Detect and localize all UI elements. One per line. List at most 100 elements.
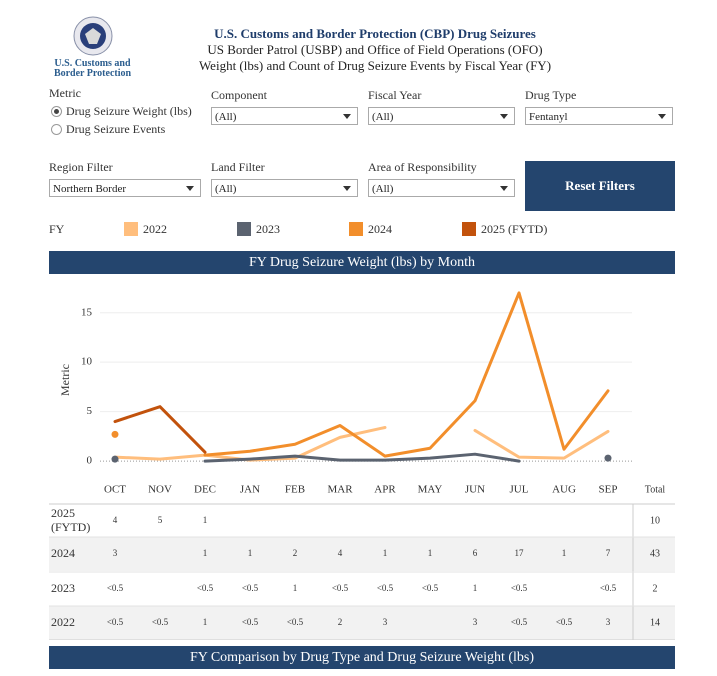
row-label-line: (FYTD): [51, 520, 90, 534]
x-tick-label: AUG: [552, 484, 576, 496]
option-text: Drug Seizure Events: [66, 122, 166, 136]
table-cell: 2: [293, 548, 298, 558]
table-cell: 5: [158, 515, 163, 525]
radio-option[interactable]: Drug Seizure Events: [51, 122, 165, 137]
table-cell: 1: [428, 548, 433, 558]
row-label-line: 2025: [51, 506, 75, 520]
point: [111, 430, 119, 438]
table-cell: 2: [338, 617, 343, 627]
dropdown[interactable]: (All): [211, 107, 358, 125]
dropdown[interactable]: (All): [368, 179, 515, 197]
table-cell: 3: [113, 548, 118, 558]
x-tick-label: MAR: [327, 484, 353, 496]
table-cell: 7: [606, 548, 611, 558]
line: [203, 291, 610, 458]
x-tick-label: JUL: [510, 484, 529, 496]
table-cell: 17: [515, 548, 525, 558]
table-total: 43: [650, 548, 660, 559]
legend-label: 2024: [368, 222, 392, 236]
table-cell: <0.5: [511, 583, 528, 593]
y-tick-label: 5: [87, 405, 93, 417]
section-header: FY Drug Seizure Weight (lbs) by Month: [49, 251, 675, 274]
table-total: 2: [653, 583, 658, 594]
dropdown[interactable]: (All): [211, 179, 358, 197]
table-cell: 3: [473, 617, 478, 627]
x-tick-label: JAN: [240, 484, 260, 496]
row-label: 2024: [51, 546, 75, 560]
table-cell: 3: [383, 617, 388, 627]
logo-text: U.S. Customs and Border Protection: [53, 58, 132, 79]
table-cell: 1: [203, 548, 208, 558]
table-cell: 3: [606, 617, 611, 627]
table-cell: <0.5: [152, 617, 169, 627]
legend-title: FY: [49, 222, 65, 236]
row-band: [49, 606, 675, 640]
line: [113, 405, 207, 454]
table-cell: 1: [248, 548, 253, 558]
table-cell: <0.5: [377, 583, 394, 593]
legend-label: 2023: [256, 222, 280, 236]
line: [203, 452, 521, 463]
x-tick-label: NOV: [148, 484, 172, 496]
row-band: [49, 537, 675, 571]
table-cell: <0.5: [242, 583, 259, 593]
legend-swatch: [349, 222, 363, 236]
legend-swatch: [462, 222, 476, 236]
table-cell: <0.5: [332, 583, 349, 593]
table-header: Total: [645, 484, 666, 495]
x-tick-label: SEP: [599, 484, 618, 496]
filter-label: Drug Type: [525, 88, 577, 102]
table-total: 14: [650, 617, 660, 628]
option-text: Drug Seizure Weight (lbs): [66, 104, 192, 118]
filter-label: Land Filter: [211, 160, 265, 174]
reset-button[interactable]: Reset Filters: [525, 161, 675, 211]
table-cell: 6: [473, 548, 478, 558]
table-cell: <0.5: [511, 617, 528, 627]
filter-label: Region Filter: [49, 160, 113, 174]
table-cell: 1: [203, 617, 208, 627]
point: [111, 455, 119, 463]
dropdown[interactable]: Northern Border: [49, 179, 201, 197]
legend-label: 2022: [143, 222, 167, 236]
section-header: FY Comparison by Drug Type and Drug Seiz…: [49, 646, 675, 669]
y-tick-label: 0: [87, 455, 93, 467]
dropdown[interactable]: Fentanyl: [525, 107, 673, 125]
subtitle: Weight (lbs) and Count of Drug Seizure E…: [198, 58, 552, 73]
legend-label: 2025 (FYTD): [481, 222, 548, 236]
subtitle: US Border Patrol (USBP) and Office of Fi…: [207, 42, 543, 57]
table-cell: 4: [338, 548, 343, 558]
y-tick-label: 10: [81, 356, 93, 368]
table-cell: <0.5: [556, 617, 573, 627]
radio-option[interactable]: Drug Seizure Weight (lbs): [51, 104, 192, 119]
x-tick-label: DEC: [194, 484, 216, 496]
dropdown[interactable]: (All): [368, 107, 515, 125]
filter-label: Area of Responsibility: [368, 160, 477, 174]
y-tick-label: 15: [81, 306, 93, 318]
table-cell: <0.5: [107, 617, 124, 627]
logo: U.S. Customs and Border Protection: [50, 16, 135, 79]
table-cell: 4: [113, 515, 118, 525]
row-label: 2023: [51, 581, 75, 595]
table-cell: <0.5: [422, 583, 439, 593]
x-tick-label: APR: [374, 484, 396, 496]
x-tick-label: MAY: [418, 484, 443, 496]
point: [604, 454, 612, 462]
header: U.S. Customs and Border Protection (CBP)…: [150, 26, 600, 74]
line: [113, 425, 387, 462]
filter-label: Metric: [49, 86, 81, 100]
legend-swatch: [237, 222, 251, 236]
table-cell: 1: [562, 548, 567, 558]
filter-label: Fiscal Year: [368, 88, 422, 102]
seal: [73, 16, 112, 56]
x-tick-label: OCT: [104, 484, 126, 496]
filter-label: Component: [211, 88, 267, 102]
table-cell: <0.5: [600, 583, 617, 593]
table-cell: <0.5: [287, 617, 304, 627]
x-tick-label: JUN: [465, 484, 485, 496]
table-cell: 1: [203, 515, 208, 525]
table-cell: <0.5: [242, 617, 259, 627]
table-cell: 1: [383, 548, 388, 558]
legend-swatch: [124, 222, 138, 236]
